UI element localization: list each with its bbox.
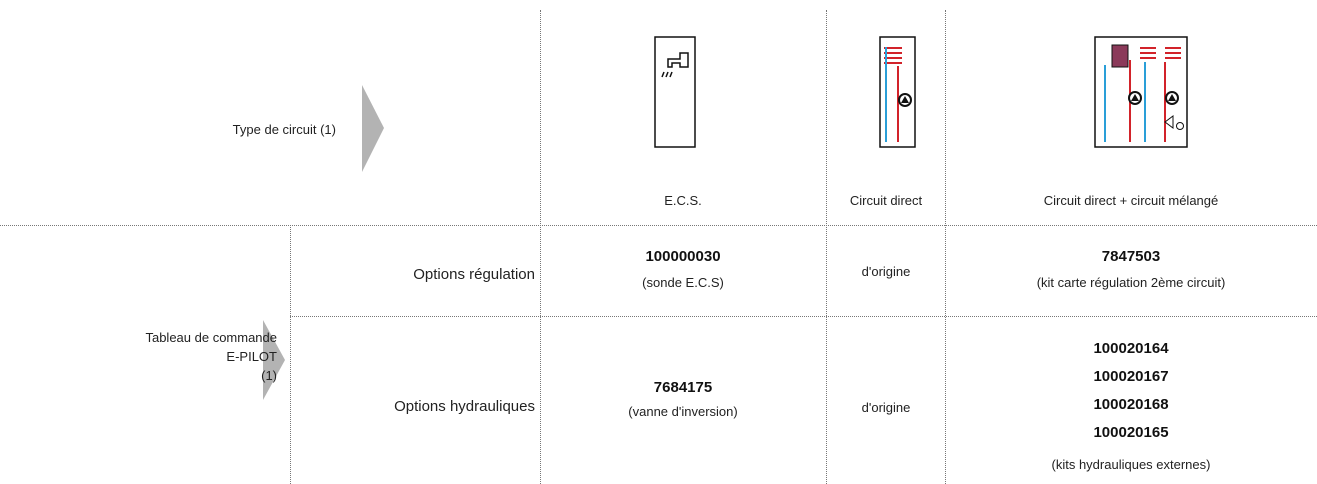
header-label: Type de circuit (1): [232, 122, 336, 137]
code: 100020168: [1093, 396, 1169, 413]
cell-text: d'origine: [861, 264, 911, 279]
column-label: Circuit direct: [849, 193, 923, 208]
section-label: E-PILOT: [226, 349, 277, 364]
cell-text: d'origine: [861, 400, 911, 415]
divider: [290, 225, 291, 484]
icon-direct: [879, 36, 916, 148]
divider: [0, 225, 1317, 226]
column-label: Circuit direct + circuit mélangé: [1043, 193, 1219, 208]
divider: [290, 316, 1317, 317]
section-label: Tableau de commande: [145, 330, 277, 345]
icon-ecs: [654, 36, 696, 148]
note: (kits hydrauliques externes): [1051, 457, 1211, 472]
note: (vanne d'inversion): [628, 404, 738, 419]
divider: [945, 10, 946, 484]
row-label: Options régulation: [413, 266, 535, 283]
divider: [540, 10, 541, 484]
divider: [826, 10, 827, 484]
code: 100020167: [1093, 368, 1169, 385]
column-label: E.C.S.: [664, 193, 702, 208]
section-label: (1): [261, 368, 277, 383]
code: 100020164: [1093, 340, 1169, 357]
note: (kit carte régulation 2ème circuit): [1036, 275, 1226, 290]
arrow: [263, 320, 285, 400]
row-label: Options hydrauliques: [394, 398, 535, 415]
code: 100020165: [1093, 424, 1169, 441]
code: 7684175: [653, 379, 713, 396]
code: 100000030: [645, 248, 721, 265]
code: 7847503: [1101, 248, 1161, 265]
arrow: [362, 85, 384, 172]
note: (sonde E.C.S): [642, 275, 724, 290]
icon-mixed: [1094, 36, 1188, 148]
